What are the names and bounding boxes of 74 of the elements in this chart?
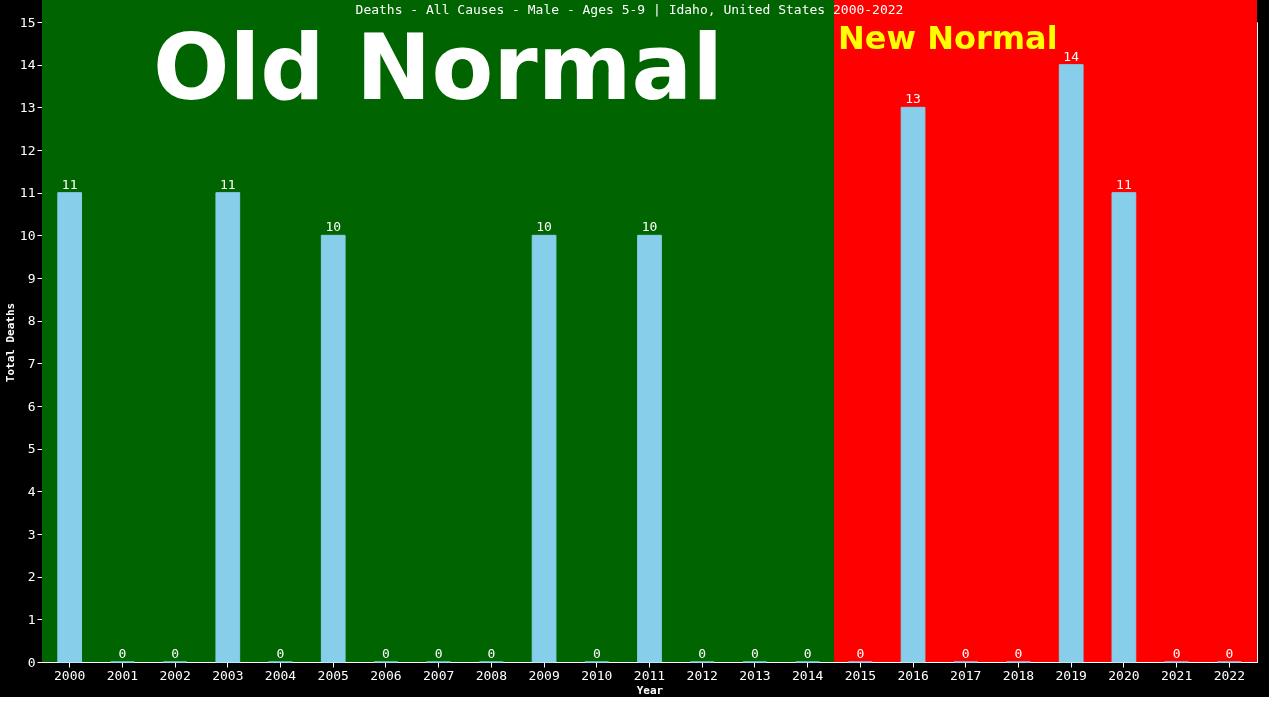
- bar: [215, 192, 241, 663]
- y-tick-label: 15: [19, 14, 36, 30]
- y-tick-label: 7: [27, 355, 36, 371]
- x-tick-label: 2005: [317, 667, 349, 683]
- band-label: New Normal: [837, 19, 1058, 57]
- x-tick-label: 2000: [54, 667, 86, 683]
- data-label: 14: [1063, 48, 1080, 64]
- x-tick-label: 2013: [739, 667, 771, 683]
- x-tick-label: 2016: [897, 667, 929, 683]
- data-label: 0: [434, 646, 443, 661]
- y-tick-label: 11: [19, 185, 36, 201]
- data-label: 11: [61, 176, 78, 192]
- data-label: 0: [487, 646, 496, 661]
- x-tick-label: 2017: [950, 667, 982, 683]
- y-tick-label: 2: [27, 569, 36, 585]
- data-label: 0: [803, 646, 812, 661]
- bar: [57, 192, 83, 663]
- y-tick-label: 3: [27, 526, 36, 542]
- data-label: 13: [905, 91, 921, 107]
- x-tick-label: 2022: [1213, 667, 1245, 683]
- chart-title: Deaths - All Causes - Male - Ages 5-9 | Idaho, United States 2000-2022: [355, 2, 904, 17]
- data-label: 10: [536, 219, 552, 235]
- y-tick-label: 10: [19, 227, 36, 243]
- y-axis-title: Total Deaths: [3, 302, 17, 383]
- data-label: 0: [118, 646, 127, 661]
- y-tick-label: 9: [27, 270, 36, 286]
- x-tick-label: 2002: [159, 667, 191, 683]
- data-label: 0: [1225, 646, 1234, 661]
- x-tick-label: 2010: [581, 667, 613, 683]
- data-label: 0: [856, 646, 865, 661]
- y-tick-label: 5: [27, 441, 36, 457]
- x-tick-label: 2014: [791, 667, 824, 683]
- data-label: 0: [751, 646, 759, 661]
- data-label: 11: [1116, 176, 1132, 192]
- data-label: 0: [1014, 646, 1023, 661]
- y-tick-label: 8: [27, 313, 36, 329]
- x-tick-label: 2009: [528, 667, 560, 683]
- y-tick-label: 1: [27, 611, 36, 627]
- x-tick-label: 2008: [475, 667, 508, 683]
- data-label: 0: [276, 646, 285, 661]
- x-tick-label: 2011: [633, 667, 666, 683]
- x-tick-label: 2019: [1055, 667, 1087, 683]
- x-tick-label: 2006: [370, 667, 402, 683]
- data-label: 0: [382, 646, 390, 661]
- bar: [531, 234, 557, 663]
- x-tick-label: 2021: [1160, 667, 1193, 683]
- data-label: 0: [1172, 646, 1181, 661]
- x-tick-label: 2012: [686, 667, 718, 683]
- x-axis-title: Year: [636, 683, 664, 697]
- y-tick-label: 4: [27, 483, 36, 499]
- bar: [900, 106, 926, 663]
- bar: [320, 234, 346, 663]
- data-label: 0: [592, 646, 601, 661]
- data-label: 0: [961, 646, 970, 661]
- data-label: 0: [698, 646, 707, 661]
- data-label: 10: [641, 219, 658, 235]
- x-tick-label: 2003: [212, 667, 244, 683]
- data-label: 0: [171, 646, 180, 661]
- x-tick-label: 2015: [844, 667, 876, 683]
- x-tick-label: 2007: [423, 667, 455, 683]
- x-tick-label: 2020: [1108, 667, 1140, 683]
- y-tick-label: 13: [19, 99, 36, 115]
- y-tick-label: 6: [27, 398, 36, 414]
- data-label: 10: [325, 219, 342, 235]
- y-tick-label: 0: [27, 654, 36, 670]
- bar: [1058, 64, 1084, 663]
- data-label: 11: [219, 176, 236, 192]
- x-tick-label: 2004: [264, 667, 297, 683]
- x-tick-label: 2018: [1002, 667, 1035, 683]
- bar: [1111, 192, 1137, 663]
- x-tick-label: 2001: [106, 667, 139, 683]
- y-tick-label: 12: [19, 142, 36, 158]
- y-tick-label: 14: [19, 57, 36, 73]
- bar: [637, 234, 662, 663]
